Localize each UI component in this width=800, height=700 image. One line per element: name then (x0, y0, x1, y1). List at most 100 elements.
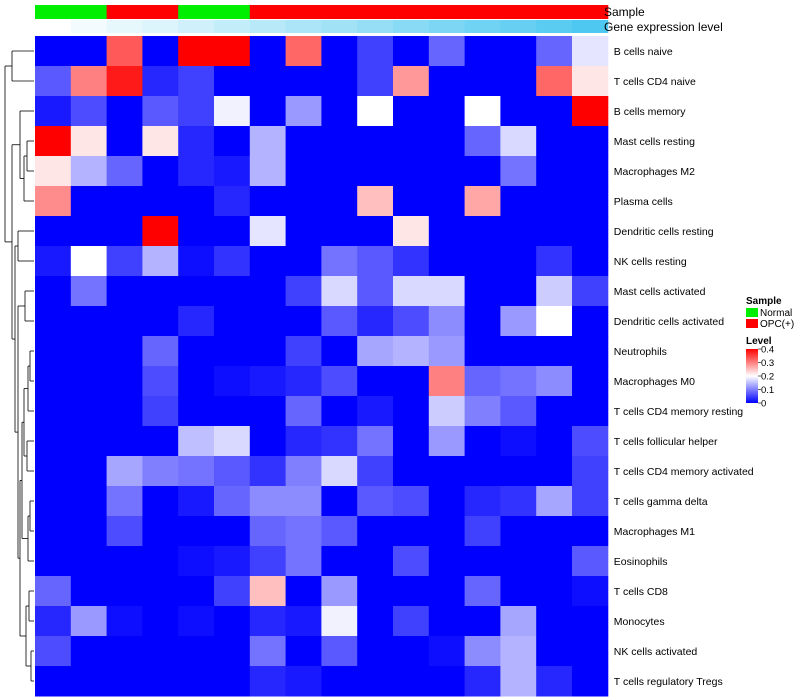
heatmap-cell (142, 366, 179, 397)
heatmap-cell (35, 516, 72, 547)
heatmap-cell (464, 306, 501, 337)
heatmap-cell (500, 636, 537, 667)
heatmap-cell (214, 636, 251, 667)
heatmap-cell (321, 276, 358, 307)
sample-annotation-cell (178, 5, 215, 19)
heatmap-cell (214, 546, 251, 577)
heatmap-cell (178, 306, 215, 337)
heatmap-cell (142, 606, 179, 637)
expression-annotation-cell (106, 20, 143, 33)
heatmap-cell (35, 606, 72, 637)
legend-tick-label: 0.4 (761, 345, 774, 356)
heatmap-cell (106, 126, 143, 157)
heatmap-cell (464, 336, 501, 367)
heatmap-cell (357, 396, 394, 427)
heatmap-cell (393, 126, 430, 157)
heatmap-cell (106, 486, 143, 517)
heatmap-cell (393, 336, 430, 367)
heatmap-cell (35, 366, 72, 397)
row-label: Macrophages M0 (614, 376, 695, 388)
row-label: B cells naive (614, 46, 673, 58)
row-label: T cells follicular helper (614, 436, 718, 448)
heatmap-cell (572, 516, 609, 547)
heatmap-cell (35, 66, 72, 97)
heatmap-cell (142, 666, 179, 697)
heatmap-cell (393, 306, 430, 337)
legend-swatch-normal (746, 308, 758, 317)
heatmap-cell (572, 486, 609, 517)
heatmap-cell (572, 546, 609, 577)
heatmap-cell (428, 456, 466, 487)
legend-level-ticks: 0.4 0.3 0.2 0.1 0 (758, 345, 774, 410)
heatmap-cell (249, 216, 287, 247)
heatmap-cell (285, 636, 322, 667)
heatmap-cell (35, 336, 72, 367)
heatmap-cell (500, 246, 537, 277)
legend-swatch-opc (746, 319, 758, 328)
row-label: NK cells activated (614, 646, 698, 658)
heatmap-cell (249, 186, 287, 217)
heatmap-cell (536, 276, 573, 307)
heatmap-cell (428, 276, 466, 307)
heatmap-cell (536, 486, 573, 517)
heatmap-cell (142, 186, 179, 217)
heatmap-cell (393, 276, 430, 307)
heatmap-cell (321, 486, 358, 517)
heatmap-cell (142, 66, 179, 97)
heatmap-cell (464, 366, 501, 397)
heatmap-cell (178, 636, 215, 667)
heatmap-cell (214, 186, 251, 217)
heatmap-cell (428, 426, 466, 457)
heatmap-cell (106, 186, 143, 217)
sample-annotation-cell (500, 5, 537, 19)
heatmap-cell (428, 636, 466, 667)
heatmap-cell (142, 456, 179, 487)
heatmap-cell (464, 66, 501, 97)
heatmap-cell (178, 126, 215, 157)
heatmap-cell (393, 486, 430, 517)
heatmap-cell (572, 36, 609, 67)
legend-label-normal: Normal (760, 308, 792, 319)
heatmap-cell (249, 666, 287, 697)
expression-annotation-cell (321, 20, 358, 33)
heatmap-cell (572, 216, 609, 247)
heatmap-cell (285, 96, 322, 127)
heatmap-cell (428, 36, 466, 67)
heatmap-cell (572, 96, 609, 127)
heatmap-cell (357, 36, 394, 67)
annotation-tracks (35, 5, 609, 33)
heatmap-cell (321, 366, 358, 397)
heatmap-cell (285, 486, 322, 517)
heatmap-cell (500, 366, 537, 397)
heatmap-cell (35, 246, 72, 277)
heatmap-cell (321, 186, 358, 217)
heatmap-cell (142, 126, 179, 157)
heatmap-cell (178, 456, 215, 487)
heatmap-cell (357, 456, 394, 487)
sample-annotation-cell (142, 5, 179, 19)
heatmap-cell (70, 366, 108, 397)
heatmap-cell (357, 306, 394, 337)
heatmap-cell (285, 516, 322, 547)
heatmap-cell (393, 36, 430, 67)
heatmap-cell (393, 666, 430, 697)
expression-annotation-cell (357, 20, 394, 33)
heatmap-cell (35, 576, 72, 607)
heatmap-cell (357, 606, 394, 637)
heatmap-cell (464, 636, 501, 667)
heatmap-cell (178, 276, 215, 307)
heatmap-cell (178, 336, 215, 367)
heatmap-cell (106, 456, 143, 487)
sample-annotation-cell (70, 5, 108, 19)
heatmap-cell (285, 576, 322, 607)
heatmap-cell (321, 156, 358, 187)
heatmap-cell (536, 396, 573, 427)
heatmap-cell (572, 306, 609, 337)
heatmap-cell (321, 396, 358, 427)
heatmap-cell (285, 66, 322, 97)
heatmap-cell (500, 426, 537, 457)
heatmap-cell (285, 366, 322, 397)
heatmap-cell (321, 636, 358, 667)
heatmap-cell (106, 576, 143, 607)
heatmap-cell (536, 96, 573, 127)
